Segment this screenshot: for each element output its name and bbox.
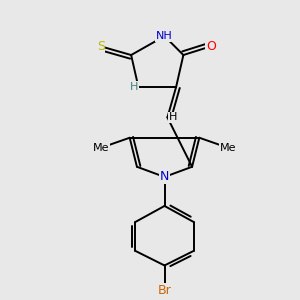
Text: N: N: [160, 170, 169, 183]
Text: Me: Me: [92, 143, 109, 153]
Text: O: O: [206, 40, 216, 53]
Text: Br: Br: [158, 284, 171, 297]
Text: S: S: [97, 40, 105, 53]
Text: H: H: [169, 112, 177, 122]
Text: H: H: [130, 82, 138, 92]
Text: NH: NH: [156, 31, 173, 41]
Text: Me: Me: [220, 143, 237, 153]
